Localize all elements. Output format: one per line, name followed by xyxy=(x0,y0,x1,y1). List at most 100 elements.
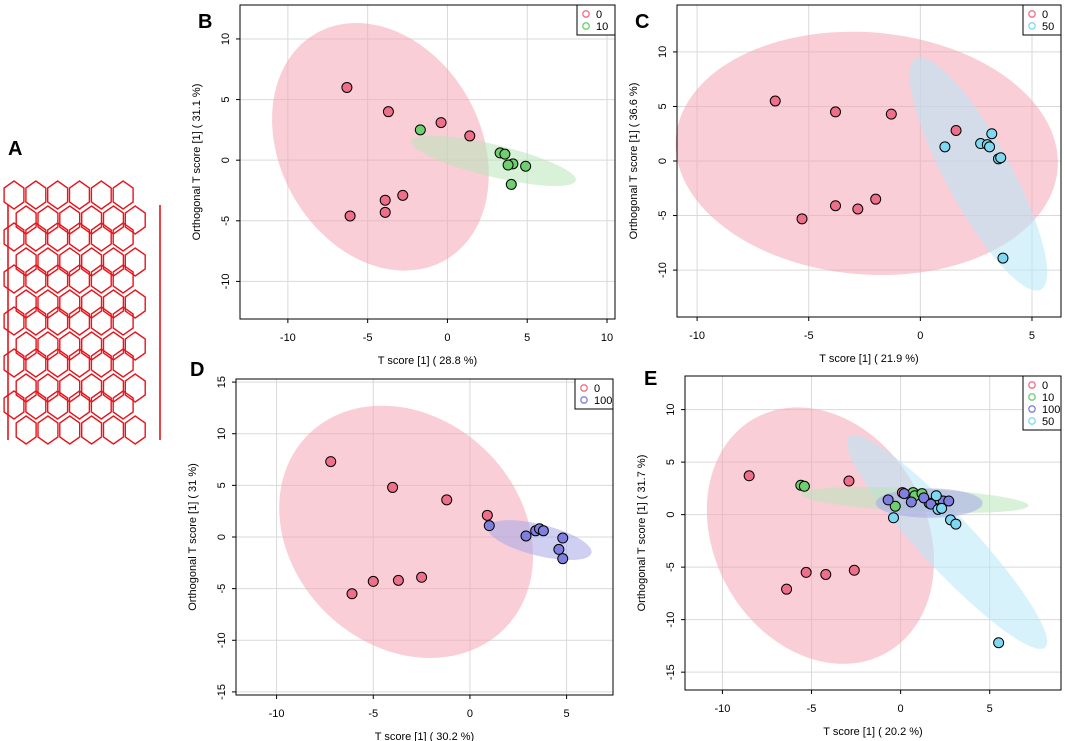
nanotube-hexagon-25 xyxy=(25,264,47,294)
y-tick-label: -5 xyxy=(657,211,669,221)
point-group-0 xyxy=(379,194,391,206)
point-group-100 xyxy=(557,532,569,544)
nanotube-hexagon-17 xyxy=(112,222,134,252)
point-group-10 xyxy=(502,159,514,171)
point-group-100 xyxy=(537,525,549,537)
point-group-100 xyxy=(557,553,569,565)
panel-e-chart: E -10 -5 0 5 -15 -10 -5 0 5 10 T score [1] ( 20.2 %… xyxy=(636,368,1062,738)
x-tick-label: 5 xyxy=(564,708,570,720)
point-group-0 xyxy=(848,564,860,576)
nanotube-hexagon-58 xyxy=(102,373,125,403)
nanotube-hexagon-0 xyxy=(3,180,25,210)
nanotube-hexagon-26 xyxy=(47,264,69,294)
nanotube-hexagon-7 xyxy=(37,205,59,235)
point-group-0 xyxy=(885,108,897,120)
point-group-100 xyxy=(918,492,930,504)
point-group-50 xyxy=(997,252,1009,264)
nanotube-hexagon-70 xyxy=(102,415,125,445)
x-axis-label: T score [1] ( 21.9 %) xyxy=(819,353,918,365)
legend-label-0: 0 xyxy=(1042,380,1048,392)
y-tick-label: 5 xyxy=(657,103,669,109)
nanotube-hexagon-12 xyxy=(3,222,25,252)
nanotube-hexagon-30 xyxy=(15,289,37,319)
y-tick-label: -10 xyxy=(220,273,232,289)
legend-marker-50 xyxy=(1028,22,1036,30)
x-tick-label: 5 xyxy=(1029,330,1035,342)
nanotube-hexagon-5 xyxy=(112,180,134,210)
point-group-50 xyxy=(887,512,899,524)
nanotube-hexagon-20 xyxy=(59,247,81,277)
y-axis-label: Orthogonal T score [1] ( 36.6 %) xyxy=(628,83,640,240)
x-tick-label: -5 xyxy=(363,332,373,344)
nanotube-hexagon-36 xyxy=(3,306,25,336)
nanotube-hexagon-16 xyxy=(90,222,112,252)
point-group-0 xyxy=(781,583,793,595)
nanotube-hexagon-6 xyxy=(15,205,37,235)
point-group-100 xyxy=(882,494,894,506)
nanotube-hexagon-41 xyxy=(112,306,134,336)
point-group-0 xyxy=(843,475,855,487)
panel-d-chart: D -10 -5 0 5 -15 -10 -5 0 5 10 15 T score [1] ( 30.2… xyxy=(187,359,614,741)
point-group-0 xyxy=(464,130,476,142)
point-group-0 xyxy=(830,106,842,118)
nanotube-hexagon-22 xyxy=(102,247,125,277)
nanotube-hexagon-37 xyxy=(25,306,47,336)
point-group-0 xyxy=(870,193,882,205)
point-group-50 xyxy=(986,128,998,140)
point-group-0 xyxy=(392,574,404,586)
panel-b-chart: B -10 -5 0 5 10 -10 -5 0 5 10 T score [1] ( 28.8 %)… xyxy=(191,4,616,367)
nanotube-hexagon-57 xyxy=(81,373,103,403)
nanotube-hexagon-21 xyxy=(81,247,103,277)
nanotube-hexagon-33 xyxy=(81,289,103,319)
point-group-0 xyxy=(367,575,379,587)
nanotube-hexagon-53 xyxy=(112,348,134,378)
legend-marker-0 xyxy=(582,10,590,18)
point-group-100 xyxy=(898,488,910,500)
point-group-100 xyxy=(553,543,565,555)
nanotube-hexagon-55 xyxy=(37,373,59,403)
legend-marker-10 xyxy=(582,22,590,30)
nanotube-hexagon-3 xyxy=(68,180,91,210)
nanotube-hexagon-47 xyxy=(124,331,146,361)
nanotube-wall xyxy=(7,205,161,440)
point-group-0 xyxy=(435,117,447,129)
nanotube-hexagon-14 xyxy=(47,222,69,252)
nanotube-hexagon-46 xyxy=(102,331,125,361)
panel-label-c: C xyxy=(635,11,649,33)
point-group-10 xyxy=(889,500,901,512)
legend-marker-100 xyxy=(1028,405,1036,413)
nanotube-hexagon-59 xyxy=(124,373,146,403)
point-group-0 xyxy=(344,210,356,222)
point-group-0 xyxy=(379,206,391,218)
nanotube-hexagon-4 xyxy=(90,180,112,210)
point-group-50 xyxy=(939,141,951,153)
nanotube-hexagon-10 xyxy=(102,205,125,235)
nanotube-hexagon-9 xyxy=(81,205,103,235)
nanotube-hexagon-1 xyxy=(25,180,47,210)
x-tick-label: 5 xyxy=(987,703,993,715)
y-tick-label: 10 xyxy=(216,428,228,440)
nanotube-hexagon-15 xyxy=(68,222,91,252)
nanotube-hexagon-60 xyxy=(3,390,25,420)
point-group-0 xyxy=(743,470,755,482)
x-tick-label: 0 xyxy=(444,332,450,344)
point-group-10 xyxy=(505,178,517,190)
y-tick-label: 10 xyxy=(220,33,232,45)
y-tick-label: 0 xyxy=(665,512,677,518)
legend-marker-0 xyxy=(580,384,588,392)
nanotube-hexagon-43 xyxy=(37,331,59,361)
nanotube-hexagon-27 xyxy=(68,264,91,294)
legend-label-0: 0 xyxy=(594,383,600,395)
point-group-0 xyxy=(852,203,864,215)
panel-label-e: E xyxy=(644,368,657,390)
y-tick-label: -10 xyxy=(665,612,677,628)
y-axis-label: Orthogonal T score [1] ( 31.7 %) xyxy=(636,455,648,612)
legend-marker-0 xyxy=(1028,381,1036,389)
x-axis-label: T score [1] ( 20.2 %) xyxy=(823,726,922,738)
nanotube-hexagon-19 xyxy=(37,247,59,277)
nanotube-hexagon-13 xyxy=(25,222,47,252)
point-group-0 xyxy=(820,568,832,580)
y-tick-label: 5 xyxy=(220,97,232,103)
x-tick-label: 0 xyxy=(467,708,473,720)
point-group-100 xyxy=(483,520,495,532)
